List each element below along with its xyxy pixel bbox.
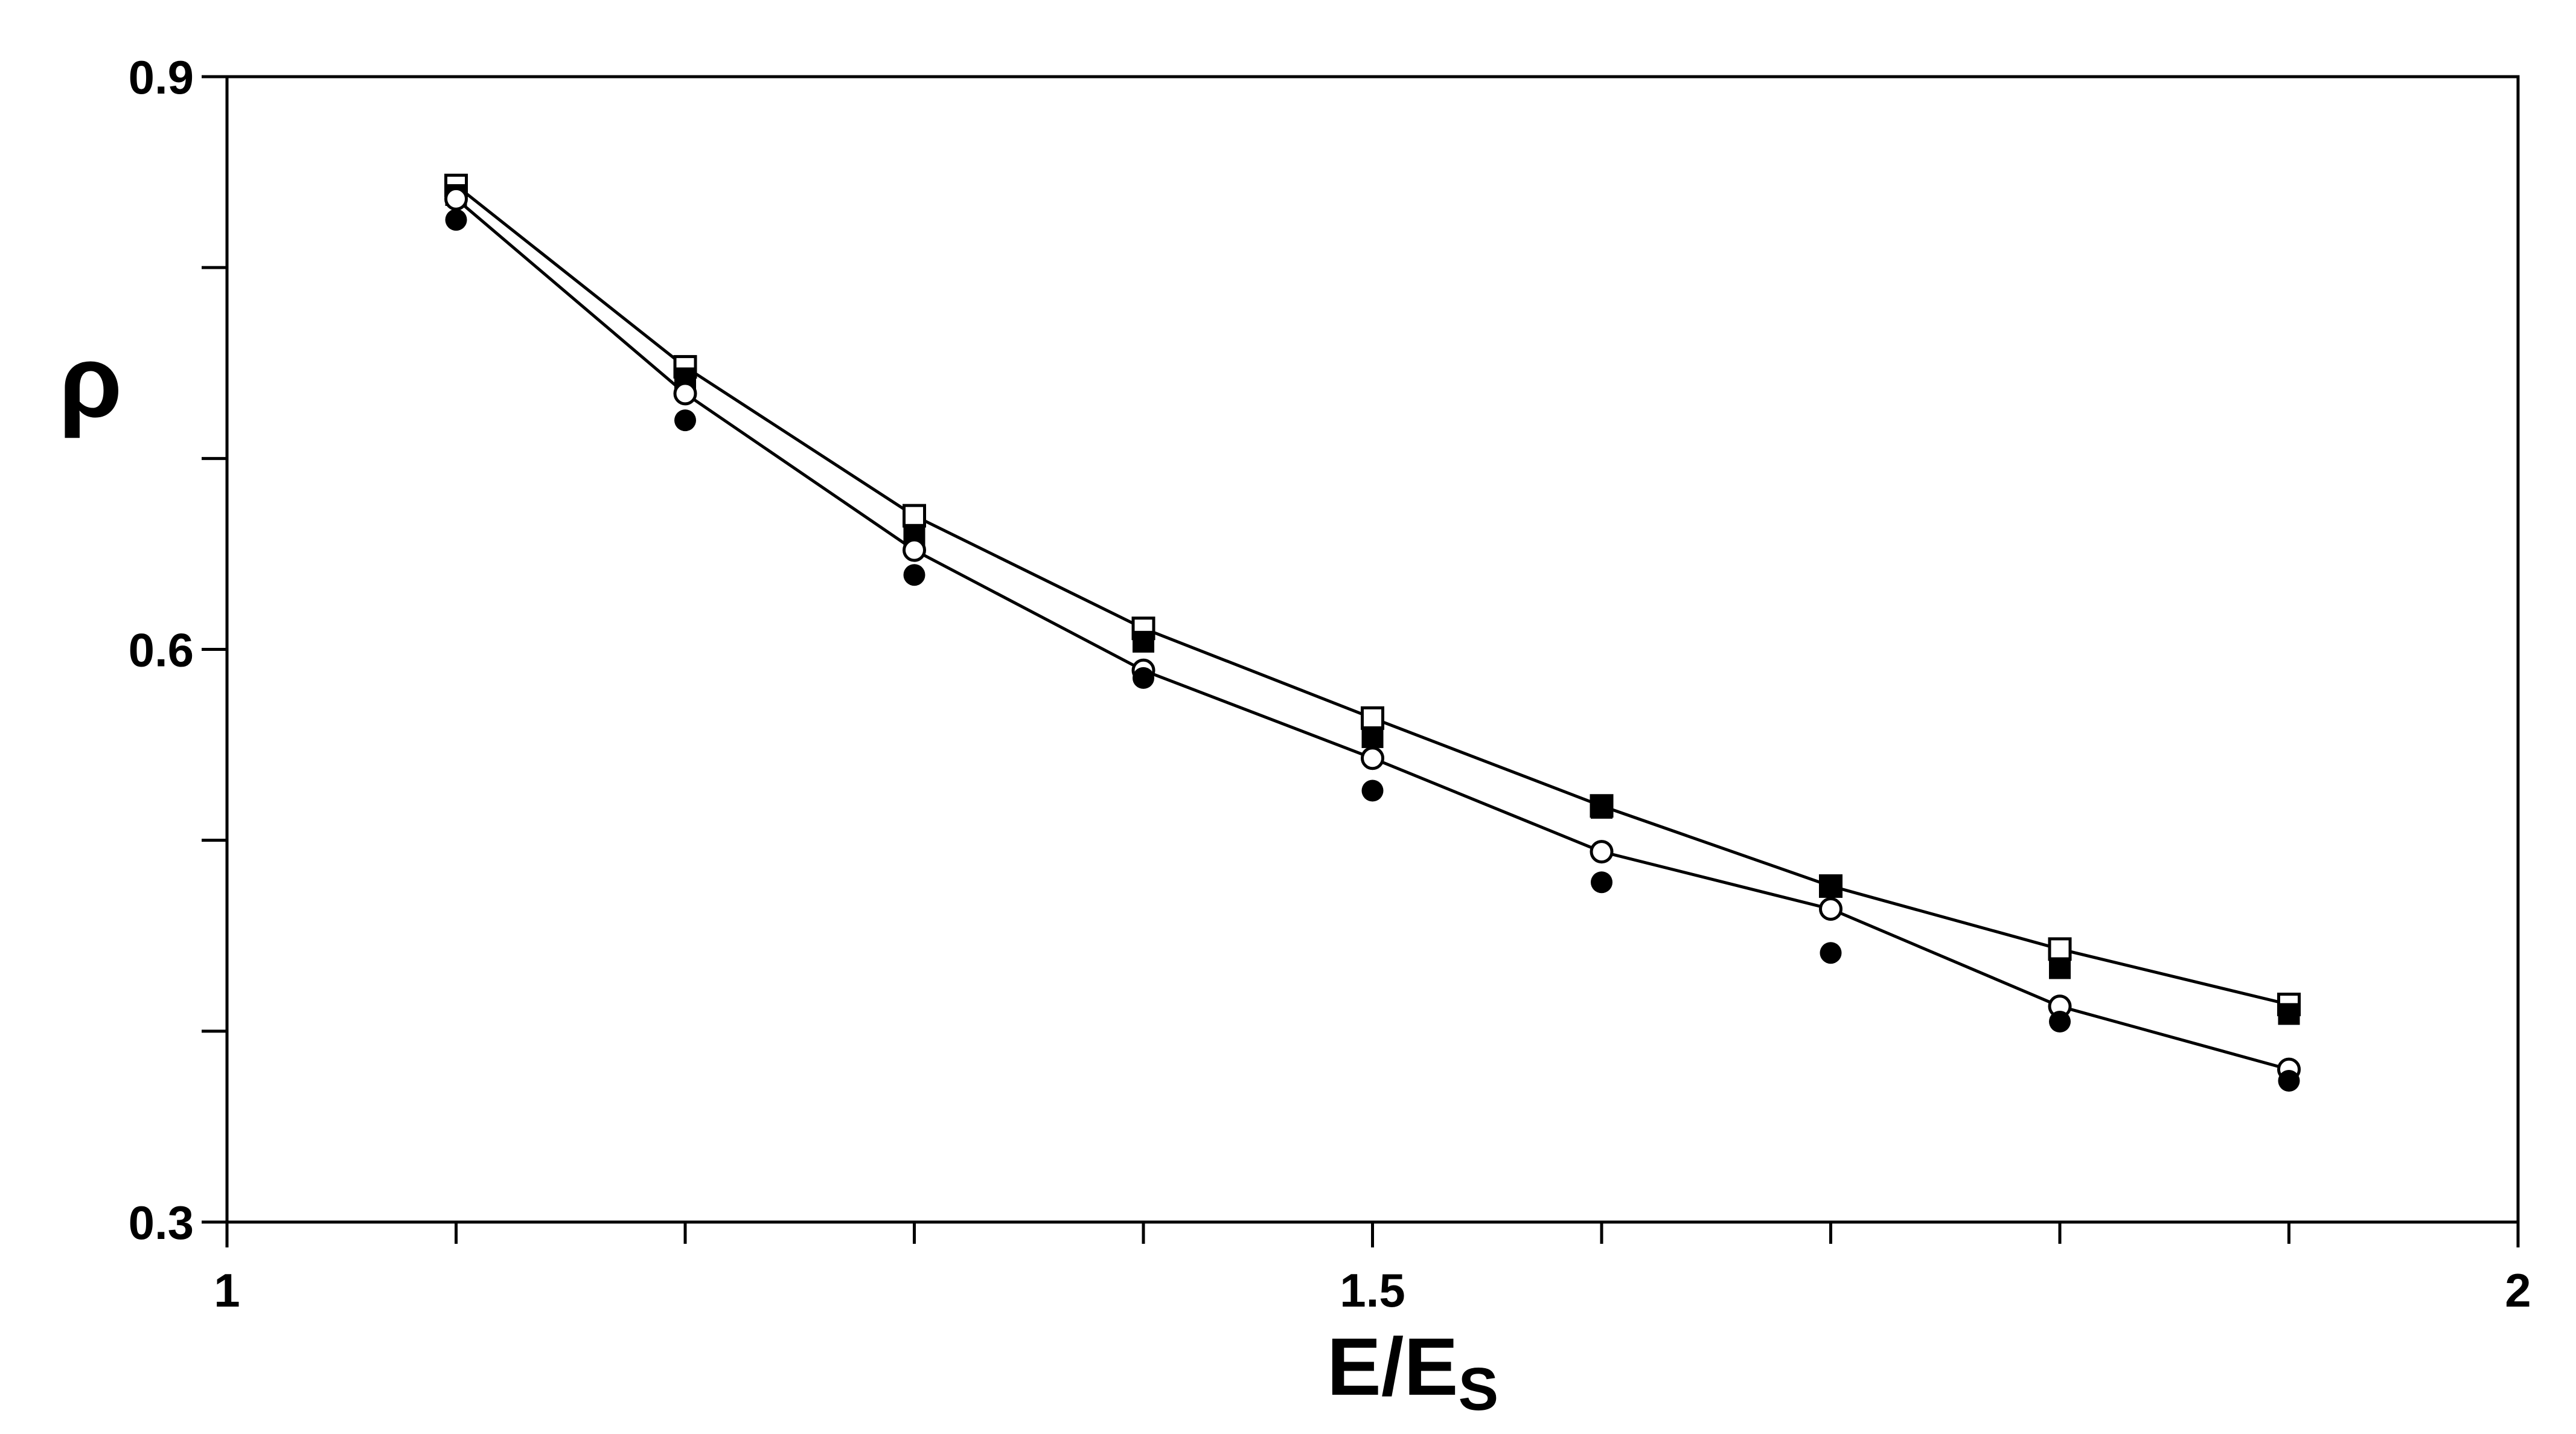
series-markers (444, 173, 2301, 1092)
series-line-open-circle (455, 197, 2290, 1071)
data-point-filled-square (2049, 957, 2071, 979)
x-axis-label-subscript: S (1458, 1356, 1498, 1423)
data-point-filled-circle (445, 209, 467, 231)
x-tick-label: 1.5 (1340, 1264, 1405, 1317)
data-point-open-square (903, 504, 926, 528)
y-axis-label: ρ (59, 324, 122, 439)
data-point-filled-circle (2049, 1011, 2071, 1033)
data-point-open-circle (1590, 840, 1614, 864)
data-point-open-square (2048, 937, 2072, 961)
data-point-open-circle (673, 382, 697, 406)
data-point-filled-circle (674, 409, 696, 432)
data-point-filled-circle (1133, 667, 1154, 689)
x-tick-label: 2 (2505, 1264, 2531, 1317)
series-lines (455, 184, 2290, 1071)
data-point-filled-square (1820, 875, 1842, 897)
x-axis-label: E/ES (1327, 1321, 1498, 1423)
data-point-filled-circle (2278, 1070, 2300, 1092)
data-point-filled-circle (1591, 871, 1612, 894)
data-point-filled-square (1361, 726, 1384, 748)
data-point-filled-square (1591, 796, 1612, 819)
y-axis-ticks (202, 75, 227, 1224)
data-point-open-circle (903, 538, 926, 562)
x-axis-ticks (225, 1222, 2520, 1247)
data-point-open-circle (1361, 746, 1384, 770)
data-point-open-square (1361, 706, 1384, 730)
data-point-open-circle (444, 187, 468, 211)
x-axis-label-main: E/E (1327, 1321, 1459, 1412)
y-tick-label: 0.3 (129, 1196, 194, 1249)
data-point-filled-circle (1820, 942, 1842, 964)
y-tick-label: 0.9 (129, 51, 194, 104)
plot-frame (225, 75, 2520, 1224)
series-line-open-square (455, 184, 2290, 1007)
data-point-filled-circle (1361, 779, 1384, 802)
data-point-filled-circle (903, 564, 925, 586)
data-point-open-circle (1819, 897, 1843, 921)
y-tick-label: 0.6 (129, 624, 194, 677)
y-axis-tick-labels: 0.3 0.6 0.9 (129, 51, 194, 1249)
data-point-filled-square (2278, 1003, 2300, 1025)
x-tick-label: 1 (214, 1264, 240, 1317)
x-axis-tick-labels: 1 1.5 2 (214, 1264, 2531, 1317)
data-point-filled-square (1133, 630, 1154, 653)
